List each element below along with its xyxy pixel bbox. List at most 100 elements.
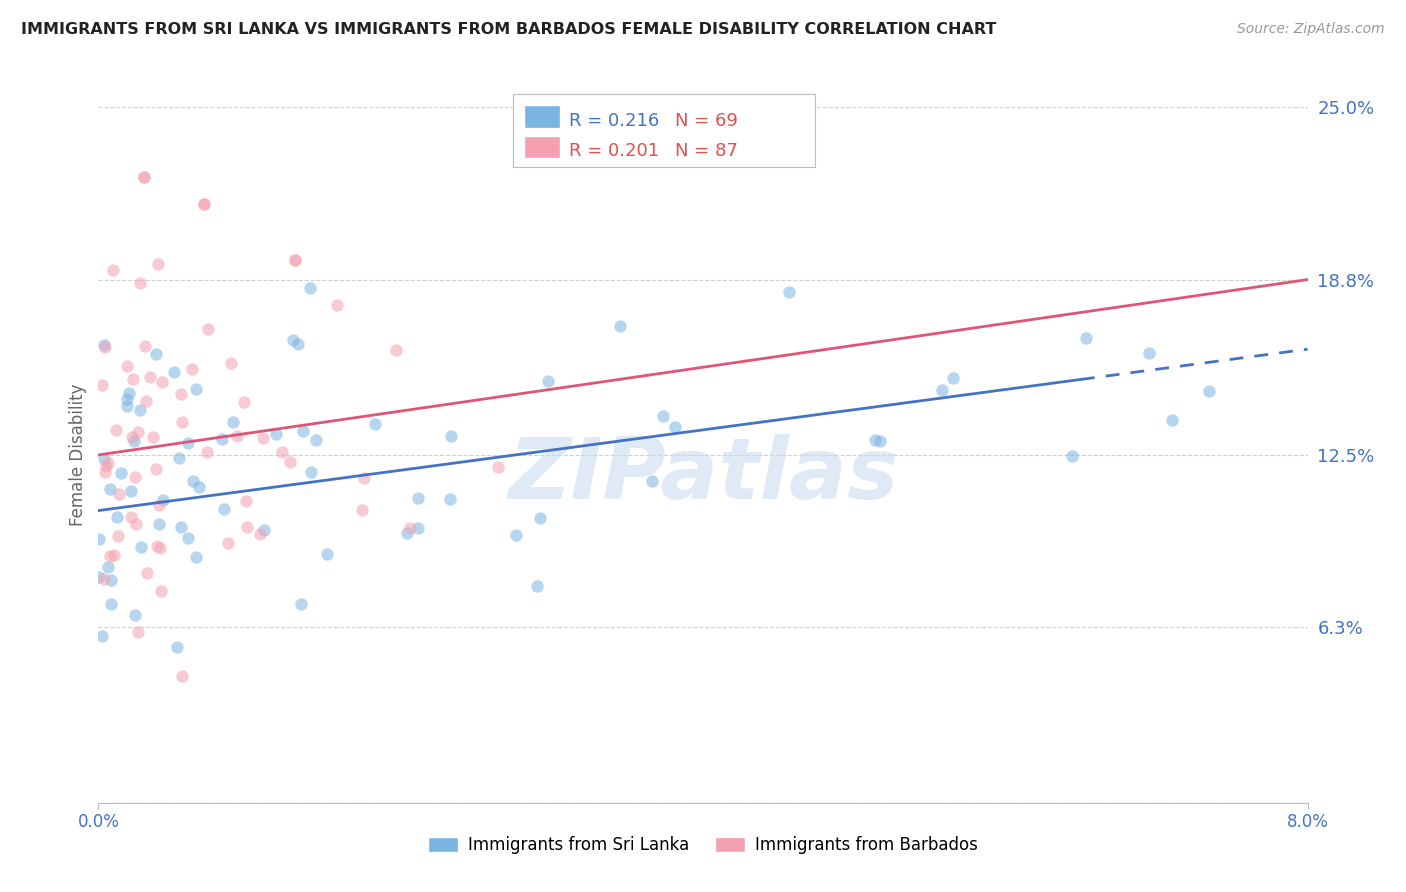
Point	[145, 462, 167, 476]
Point	[163, 365, 186, 379]
Point	[93, 451, 115, 466]
Point	[170, 415, 193, 429]
Point	[135, 394, 157, 409]
Point	[170, 519, 193, 533]
Text: N = 69: N = 69	[675, 112, 738, 129]
Point	[100, 597, 122, 611]
Text: R = 0.216: R = 0.216	[569, 112, 659, 129]
Point	[103, 548, 125, 562]
Point	[129, 276, 152, 290]
Point	[931, 383, 953, 397]
Point	[287, 336, 309, 351]
Point	[290, 597, 312, 611]
Point	[235, 520, 257, 534]
Legend: Immigrants from Sri Lanka, Immigrants from Barbados: Immigrants from Sri Lanka, Immigrants fr…	[422, 830, 984, 861]
Point	[120, 510, 142, 524]
Point	[221, 356, 243, 370]
Point	[145, 539, 167, 553]
Point	[148, 257, 170, 271]
Point	[270, 444, 292, 458]
Point	[869, 434, 891, 448]
Point	[129, 540, 152, 554]
Point	[249, 527, 271, 541]
Point	[264, 427, 287, 442]
Point	[98, 482, 121, 496]
Text: IMMIGRANTS FROM SRI LANKA VS IMMIGRANTS FROM BARBADOS FEMALE DISABILITY CORRELAT: IMMIGRANTS FROM SRI LANKA VS IMMIGRANTS …	[21, 22, 997, 37]
Point	[105, 510, 128, 524]
Point	[440, 429, 463, 443]
Point	[150, 375, 173, 389]
Point	[211, 432, 233, 446]
Point	[188, 480, 211, 494]
Point	[117, 359, 139, 373]
Point	[350, 502, 373, 516]
Point	[89, 570, 111, 584]
Point	[278, 455, 301, 469]
Point	[124, 469, 146, 483]
Point	[127, 425, 149, 440]
Point	[1137, 346, 1160, 360]
Point	[181, 362, 204, 376]
Point	[181, 474, 204, 488]
Point	[93, 572, 115, 586]
Point	[148, 498, 170, 512]
Text: Source: ZipAtlas.com: Source: ZipAtlas.com	[1237, 22, 1385, 37]
Point	[152, 493, 174, 508]
Point	[97, 456, 120, 470]
Point	[232, 394, 254, 409]
Point	[364, 417, 387, 431]
Point	[505, 528, 527, 542]
Point	[132, 169, 155, 184]
Point	[118, 385, 141, 400]
Point	[91, 629, 114, 643]
Point	[235, 494, 257, 508]
Point	[195, 445, 218, 459]
Point	[89, 532, 111, 546]
Point	[93, 340, 115, 354]
Point	[212, 502, 235, 516]
Point	[139, 369, 162, 384]
Point	[942, 370, 965, 384]
Point	[439, 491, 461, 506]
Point	[406, 521, 429, 535]
Point	[100, 549, 122, 564]
Point	[132, 169, 155, 184]
Point	[115, 399, 138, 413]
Point	[1161, 413, 1184, 427]
Point	[305, 433, 328, 447]
Point	[104, 424, 127, 438]
Point	[298, 281, 321, 295]
Point	[169, 451, 191, 466]
Point	[149, 541, 172, 555]
Point	[529, 510, 551, 524]
Point	[170, 386, 193, 401]
Text: R = 0.201: R = 0.201	[569, 142, 659, 160]
Point	[127, 624, 149, 639]
Point	[193, 197, 215, 211]
Point	[537, 374, 560, 388]
Point	[100, 573, 122, 587]
Point	[863, 433, 886, 447]
Point	[284, 253, 307, 268]
Point	[135, 566, 157, 581]
Point	[108, 487, 131, 501]
Point	[101, 263, 124, 277]
Point	[664, 420, 686, 434]
Point	[142, 430, 165, 444]
Point	[166, 640, 188, 654]
Point	[186, 550, 208, 565]
Point	[110, 466, 132, 480]
Point	[122, 434, 145, 448]
Point	[353, 471, 375, 485]
Point	[292, 424, 315, 438]
Point	[120, 484, 142, 499]
Text: N = 87: N = 87	[675, 142, 738, 160]
Point	[124, 517, 146, 532]
Point	[121, 430, 143, 444]
Point	[1062, 450, 1084, 464]
Point	[217, 536, 239, 550]
Point	[177, 435, 200, 450]
Point	[107, 529, 129, 543]
Point	[253, 523, 276, 537]
Point	[124, 608, 146, 623]
